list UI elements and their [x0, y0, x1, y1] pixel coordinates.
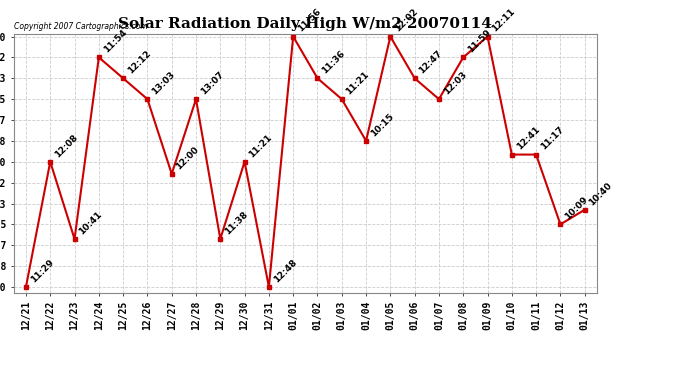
Text: 11:38: 11:38 — [223, 210, 250, 236]
Text: Copyright 2007 Cartographics.com: Copyright 2007 Cartographics.com — [14, 22, 148, 31]
Text: 12:12: 12:12 — [126, 49, 152, 75]
Text: 10:09: 10:09 — [563, 195, 590, 222]
Text: 10:40: 10:40 — [587, 180, 614, 207]
Text: 12:47: 12:47 — [417, 49, 444, 75]
Text: 12:41: 12:41 — [515, 125, 541, 152]
Text: 11:56: 11:56 — [296, 7, 322, 34]
Text: 12:11: 12:11 — [491, 7, 517, 34]
Text: 11:21: 11:21 — [344, 70, 371, 96]
Text: 11:21: 11:21 — [248, 132, 274, 159]
Text: 12:08: 12:08 — [53, 132, 79, 159]
Text: 13:07: 13:07 — [199, 70, 226, 96]
Text: 13:03: 13:03 — [150, 70, 177, 96]
Text: 12:02: 12:02 — [393, 7, 420, 34]
Text: 10:41: 10:41 — [77, 210, 104, 236]
Text: 12:03: 12:03 — [442, 70, 469, 96]
Text: 11:59: 11:59 — [466, 28, 493, 55]
Text: 10:15: 10:15 — [369, 112, 395, 138]
Text: 12:00: 12:00 — [175, 145, 201, 171]
Text: 11:54: 11:54 — [101, 28, 128, 55]
Title: Solar Radiation Daily High W/m2 20070114: Solar Radiation Daily High W/m2 20070114 — [119, 17, 492, 31]
Text: 11:29: 11:29 — [29, 258, 55, 284]
Text: 12:48: 12:48 — [272, 258, 298, 284]
Text: 11:17: 11:17 — [539, 125, 566, 152]
Text: 11:36: 11:36 — [320, 49, 347, 75]
